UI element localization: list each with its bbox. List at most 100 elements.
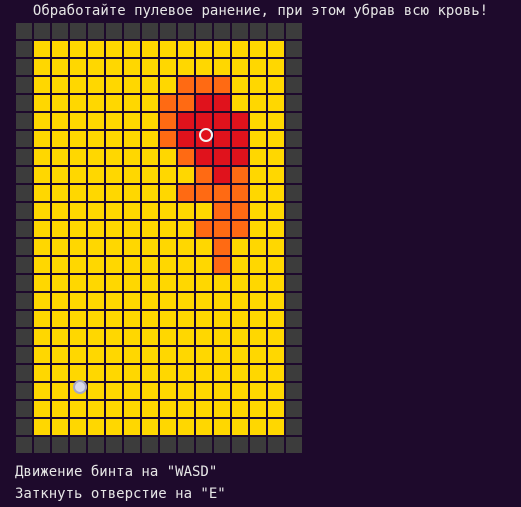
wall-tile	[16, 113, 32, 129]
wall-tile	[286, 149, 302, 165]
skin-tile	[106, 257, 122, 273]
skin-tile	[196, 329, 212, 345]
wall-tile	[286, 383, 302, 399]
wall-tile	[232, 23, 248, 39]
wall-tile	[16, 293, 32, 309]
wall-tile	[34, 437, 50, 453]
wall-tile	[268, 437, 284, 453]
blood-tile	[196, 113, 212, 129]
skin-tile	[52, 347, 68, 363]
skin-tile	[250, 347, 266, 363]
skin-tile	[142, 149, 158, 165]
skin-tile	[34, 383, 50, 399]
skin-tile	[88, 329, 104, 345]
wall-tile	[16, 437, 32, 453]
skin-tile	[268, 131, 284, 147]
skin-tile	[232, 239, 248, 255]
skin-tile	[232, 59, 248, 75]
skin-tile	[160, 293, 176, 309]
skin-tile	[34, 113, 50, 129]
skin-tile	[106, 167, 122, 183]
skin-tile	[142, 41, 158, 57]
skin-tile	[196, 293, 212, 309]
wall-tile	[286, 419, 302, 435]
skin-tile	[268, 311, 284, 327]
skin-tile	[232, 419, 248, 435]
skin-tile	[124, 203, 140, 219]
bruise-tile	[178, 149, 194, 165]
wall-tile	[214, 23, 230, 39]
skin-tile	[142, 383, 158, 399]
skin-tile	[34, 329, 50, 345]
skin-tile	[106, 59, 122, 75]
skin-tile	[70, 59, 86, 75]
skin-tile	[178, 419, 194, 435]
wall-tile	[286, 77, 302, 93]
blood-tile	[214, 113, 230, 129]
wall-tile	[16, 311, 32, 327]
wall-tile	[286, 401, 302, 417]
skin-tile	[268, 77, 284, 93]
wall-tile	[286, 23, 302, 39]
skin-tile	[160, 257, 176, 273]
skin-tile	[88, 77, 104, 93]
skin-tile	[196, 203, 212, 219]
blood-tile	[178, 113, 194, 129]
skin-tile	[250, 59, 266, 75]
skin-tile	[142, 203, 158, 219]
bullet-hole[interactable]	[199, 128, 213, 142]
skin-tile	[268, 95, 284, 111]
skin-tile	[52, 41, 68, 57]
skin-tile	[34, 41, 50, 57]
wall-tile	[286, 275, 302, 291]
skin-tile	[142, 275, 158, 291]
skin-tile	[52, 275, 68, 291]
skin-tile	[214, 41, 230, 57]
skin-tile	[88, 167, 104, 183]
skin-tile	[52, 311, 68, 327]
skin-tile	[268, 59, 284, 75]
skin-tile	[268, 257, 284, 273]
skin-tile	[160, 347, 176, 363]
skin-tile	[196, 401, 212, 417]
wall-tile	[214, 437, 230, 453]
wall-tile	[286, 293, 302, 309]
skin-tile	[214, 293, 230, 309]
skin-tile	[34, 365, 50, 381]
skin-tile	[52, 131, 68, 147]
skin-tile	[250, 365, 266, 381]
skin-tile	[232, 365, 248, 381]
skin-tile	[178, 257, 194, 273]
wall-tile	[16, 239, 32, 255]
skin-tile	[268, 41, 284, 57]
skin-tile	[124, 329, 140, 345]
wall-tile	[250, 23, 266, 39]
skin-tile	[124, 77, 140, 93]
skin-tile	[106, 185, 122, 201]
skin-tile	[70, 347, 86, 363]
wall-tile	[286, 167, 302, 183]
skin-tile	[52, 221, 68, 237]
bandage-cursor[interactable]	[73, 380, 87, 394]
skin-tile	[70, 401, 86, 417]
skin-tile	[250, 95, 266, 111]
skin-tile	[106, 113, 122, 129]
skin-tile	[88, 59, 104, 75]
skin-tile	[232, 77, 248, 93]
skin-tile	[232, 329, 248, 345]
skin-tile	[268, 203, 284, 219]
skin-tile	[268, 275, 284, 291]
skin-tile	[268, 221, 284, 237]
skin-tile	[34, 401, 50, 417]
move-controls-hint: Движение бинта на "WASD"	[15, 464, 218, 480]
skin-tile	[250, 293, 266, 309]
skin-tile	[106, 347, 122, 363]
skin-tile	[250, 239, 266, 255]
skin-tile	[160, 203, 176, 219]
wall-tile	[16, 41, 32, 57]
blood-tile	[196, 95, 212, 111]
skin-tile	[70, 239, 86, 255]
skin-tile	[250, 131, 266, 147]
bruise-tile	[160, 95, 176, 111]
skin-tile	[160, 419, 176, 435]
